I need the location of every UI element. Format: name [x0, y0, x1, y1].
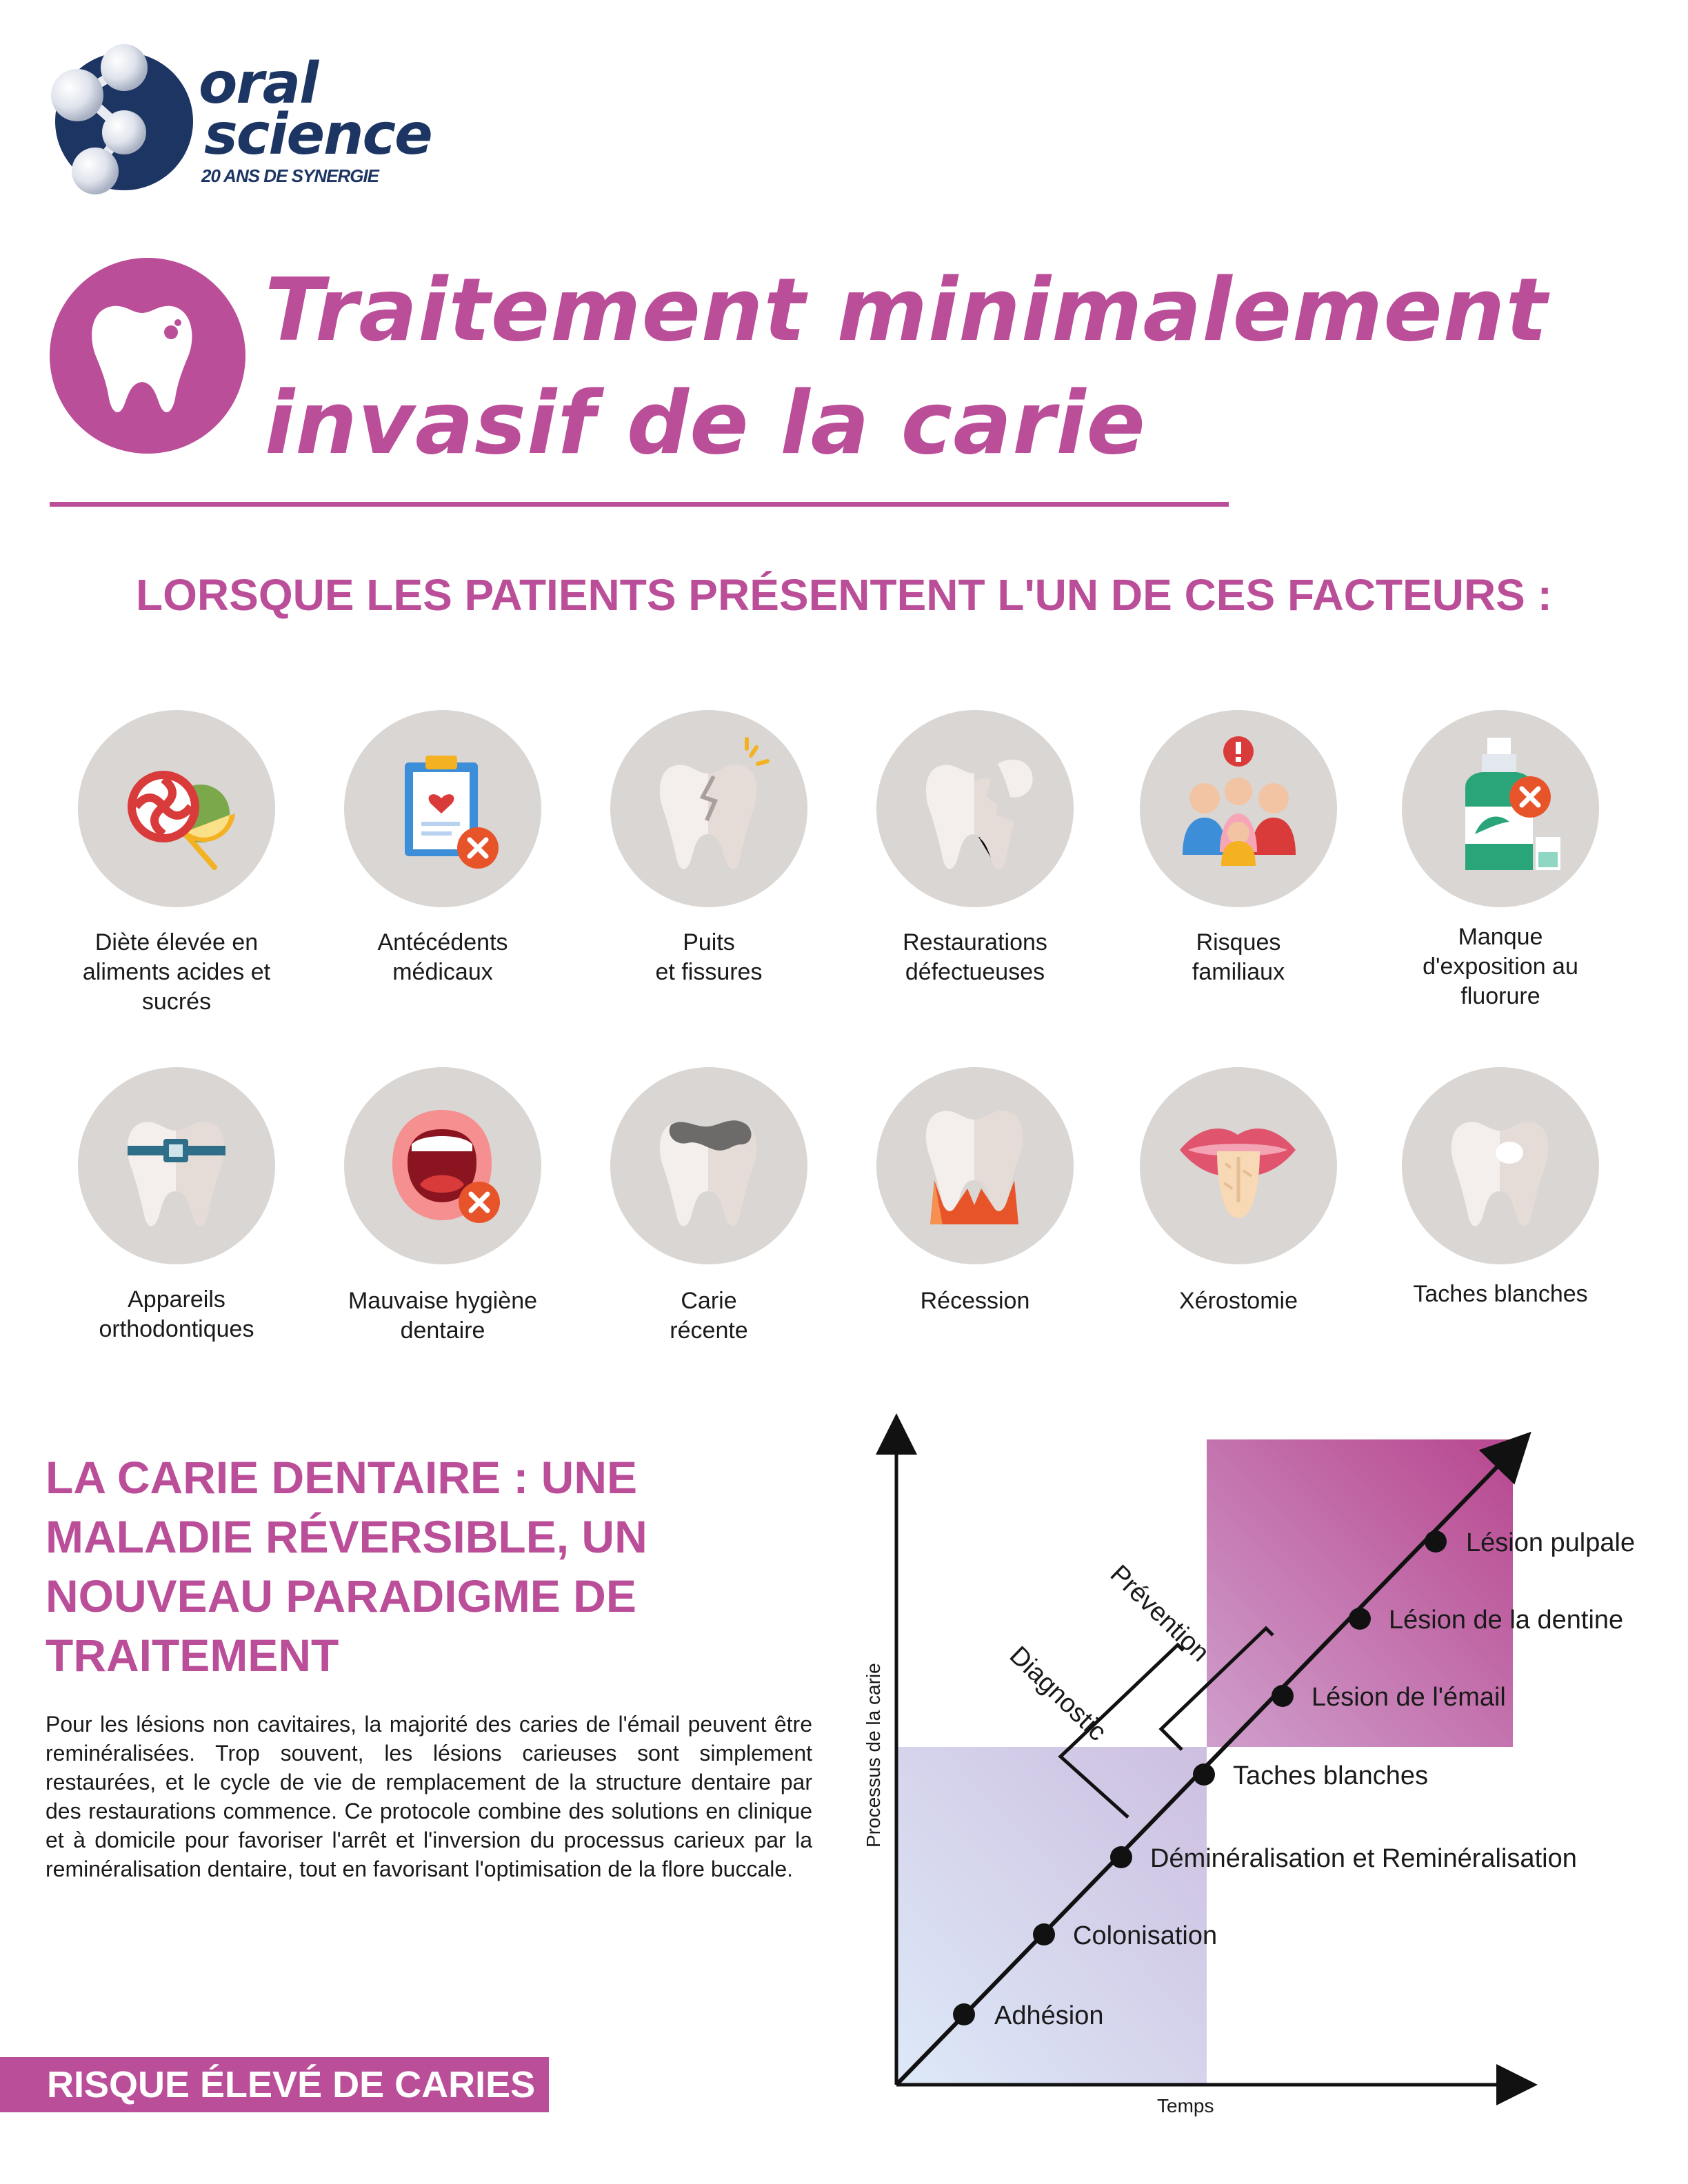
y-axis-label: Processus de la carie — [863, 1663, 884, 1848]
svg-text:Adhésion: Adhésion — [994, 2001, 1103, 2030]
decayed-tooth-icon — [659, 1120, 757, 1226]
risk-banner-label: RISQUE ÉLEVÉ DE CARIES — [47, 2064, 536, 2105]
medical-clipboard-icon — [405, 756, 499, 869]
gum-recession-icon — [925, 1111, 1023, 1224]
factor-label: Diète élevée en aliments acides et sucré… — [82, 929, 271, 1015]
risk-banner — [0, 2057, 549, 2112]
factor-label: Puits et fissures — [655, 929, 763, 985]
reversible-disease-heading: LA CARIE DENTAIRE : UNE MALADIE RÉVERSIB… — [46, 1452, 647, 1681]
brand-tagline: 20 ANS DE SYNERGIE — [201, 165, 379, 186]
svg-text:Lésion de la dentine: Lésion de la dentine — [1389, 1606, 1623, 1635]
bracket-label-prevention: Prévention — [1105, 1559, 1215, 1667]
caries-process-diagram: Diagnostic Prévention Adhésion Colonisat… — [827, 1406, 1688, 2123]
factor-label: Récession — [920, 1288, 1030, 1314]
factors-heading: LORSQUE LES PATIENTS PRÉSENTENT L'UN DE … — [136, 570, 1552, 620]
braces-tooth-icon — [127, 1122, 225, 1226]
page-title: Traitement minimalement invasif de la ca… — [265, 254, 1575, 480]
candy-fruit-icon — [128, 771, 235, 870]
tooth-badge — [50, 258, 245, 454]
prevention-bracket — [1158, 1626, 1274, 1751]
progression-line — [894, 1431, 1531, 2087]
factor-disc — [78, 1067, 275, 1264]
factor-disc — [344, 710, 541, 907]
stage-point: Colonisation — [1033, 1921, 1217, 1950]
factor-label: Risques familiaux — [1192, 929, 1285, 985]
factor-label: Manque d'exposition au fluorure — [1423, 924, 1578, 1009]
title-line-2: invasif de la carie — [265, 372, 1147, 474]
factor-disc — [1140, 710, 1337, 907]
factor-disc — [1140, 1067, 1337, 1264]
factor-disc — [78, 710, 275, 907]
high-risk-zone — [1207, 1439, 1513, 1747]
factor-disc — [876, 1067, 1074, 1264]
brand-oral: oral — [199, 51, 319, 117]
factor-disc — [876, 710, 1074, 907]
svg-text:Colonisation: Colonisation — [1073, 1921, 1217, 1950]
stage-point: Déminéralisation et Reminéralisation — [1110, 1844, 1577, 1873]
dry-mouth-icon — [1180, 1128, 1296, 1218]
open-mouth-icon — [392, 1110, 500, 1223]
factor-label: Taches blanches — [1413, 1281, 1588, 1307]
caries-process-svg: Diagnostic Prévention Adhésion Colonisat… — [863, 1413, 1635, 2116]
oral-science-logo: oral science 20 ANS DE SYNERGIE — [47, 40, 461, 199]
factor-disc — [610, 1067, 807, 1264]
factor-label: Mauvaise hygiène dentaire — [348, 1288, 538, 1344]
svg-text:Lésion de l'émail: Lésion de l'émail — [1312, 1683, 1506, 1712]
stage-point: Lésion de l'émail — [1272, 1683, 1506, 1712]
factor-disc — [344, 1067, 541, 1264]
title-divider — [50, 502, 1229, 507]
brand-science: science — [204, 102, 433, 168]
factor-label: Antécédents médicaux — [377, 929, 508, 985]
mouthwash-bottle-icon — [1465, 738, 1560, 870]
factor-label: Restaurations défectueuses — [903, 929, 1047, 985]
molecule-logo-icon — [51, 44, 193, 194]
stage-point: Adhésion — [953, 2001, 1103, 2030]
tooth-icon — [92, 305, 192, 413]
factor-label: Appareils orthodontiques — [99, 1286, 254, 1342]
svg-text:Déminéralisation et Reminérali: Déminéralisation et Reminéralisation — [1150, 1844, 1577, 1873]
low-risk-zone — [896, 1747, 1207, 2085]
stage-point: Lésion de la dentine — [1349, 1606, 1623, 1635]
cracked-tooth-icon — [659, 737, 770, 869]
bracket-label-diagnostic: Diagnostic — [1004, 1641, 1112, 1746]
title-line-1: Traitement minimalement — [265, 259, 1548, 361]
diagnostic-bracket — [1058, 1642, 1185, 1819]
x-axis-label: Temps — [1157, 2095, 1214, 2116]
factor-label: Carie récente — [670, 1288, 748, 1344]
svg-text:Taches blanches: Taches blanches — [1233, 1761, 1428, 1790]
family-icon — [1183, 736, 1296, 866]
stage-point: Taches blanches — [1193, 1761, 1428, 1790]
broken-filling-tooth-icon — [925, 759, 1033, 869]
factor-disc — [1402, 710, 1599, 907]
reversible-disease-body: Pour les lésions non cavitaires, la majo… — [46, 1712, 812, 1881]
factor-disc — [1402, 1067, 1599, 1264]
factor-disc — [610, 710, 807, 907]
svg-text:Lésion pulpale: Lésion pulpale — [1466, 1528, 1635, 1557]
white-spot-tooth-icon — [1451, 1122, 1549, 1226]
stage-point: Lésion pulpale — [1425, 1528, 1635, 1557]
factor-label: Xérostomie — [1179, 1288, 1298, 1314]
